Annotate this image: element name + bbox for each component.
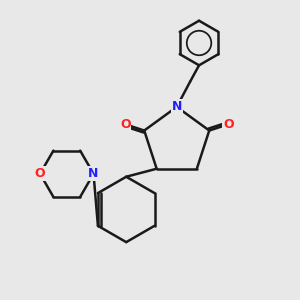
Text: N: N (88, 167, 99, 180)
Text: O: O (223, 118, 233, 131)
Text: O: O (35, 167, 45, 180)
Text: O: O (120, 118, 130, 131)
Text: N: N (172, 100, 182, 113)
